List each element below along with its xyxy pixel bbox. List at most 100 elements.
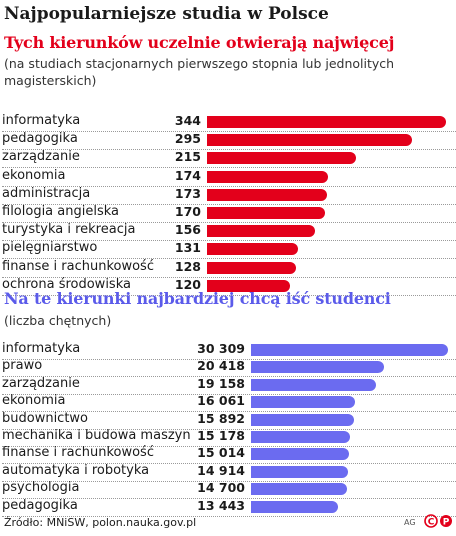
category-label: psychologia (2, 480, 80, 496)
value-label: 170 (174, 204, 201, 219)
value-label: 344 (174, 113, 201, 128)
value-label: 15 014 (197, 445, 245, 461)
chart2-row: zarządzanie 19 158 (0, 375, 456, 395)
bar (207, 116, 446, 128)
bar (251, 378, 376, 391)
row-separator (2, 294, 456, 296)
value-label: 174 (174, 167, 201, 183)
value-label: 13 443 (197, 497, 245, 513)
chart1-row: filologia angielska 170 (0, 203, 456, 223)
svg-text:P: P (443, 518, 450, 528)
category-label: informatyka (2, 341, 81, 356)
category-label: mechanika i budowa maszyn (2, 428, 191, 443)
row-separator (2, 446, 456, 447)
value-label: 14 700 (197, 480, 245, 496)
category-label: pedagogika (2, 497, 78, 513)
chart1-title: Tych kierunków uczelnie otwierają najwię… (4, 33, 395, 52)
category-label: prawo (2, 358, 43, 374)
bar (251, 465, 348, 478)
row-separator (2, 428, 456, 430)
value-label: 156 (174, 222, 201, 238)
bar (207, 188, 327, 201)
bar (251, 344, 448, 356)
value-label: 295 (174, 131, 201, 147)
value-label: 120 (174, 276, 201, 292)
bar (207, 152, 356, 165)
category-label: pedagogika (2, 131, 78, 147)
chart2-row: informatyka 30 309 (0, 340, 456, 360)
chart1-row: pielęgniarstwo 131 (0, 239, 456, 260)
chart1-row: zarządzanie 215 (0, 148, 456, 169)
page-title: Najpopularniejsze studia w Polsce (4, 4, 329, 24)
category-label: ekonomia (2, 167, 66, 183)
chart1-row: pedagogika 295 (0, 130, 456, 151)
bar (207, 279, 290, 292)
category-label: budownictwo (2, 410, 89, 426)
value-label: 30 309 (197, 341, 245, 356)
chart1-subtitle: (na studiach stacjonarnych pierwszego st… (4, 56, 395, 88)
value-label: 15 892 (197, 410, 245, 426)
bar (251, 396, 355, 409)
value-label: 16 061 (197, 393, 245, 409)
category-label: pielęgniarstwo (2, 240, 98, 256)
category-label: finanse i rachunkowość (2, 258, 154, 274)
chart1-row: administracja 173 (0, 185, 456, 205)
author-credit: AG (404, 518, 416, 527)
value-label: 128 (174, 258, 201, 274)
chart2-row: budownictwo 15 892 (0, 410, 456, 430)
row-separator (2, 359, 456, 360)
bar (207, 170, 328, 183)
chart1-row: turystyka i rekreacja 156 (0, 221, 456, 242)
row-separator (2, 463, 456, 465)
value-label: 215 (174, 149, 201, 165)
category-label: automatyka i robotyka (2, 462, 150, 478)
chart1-row: informatyka 344 (0, 112, 456, 132)
category-label: filologia angielska (2, 204, 119, 219)
row-separator (2, 149, 456, 151)
chart2-title: Na te kierunki najbardziej chcą iść stud… (4, 289, 391, 308)
category-label: administracja (2, 185, 91, 201)
row-separator (2, 480, 456, 482)
bar (251, 413, 354, 426)
row-separator (2, 203, 456, 205)
value-label: 19 158 (197, 375, 245, 391)
category-label: turystyka i rekreacja (2, 222, 136, 238)
chart2-row: pedagogika 13 443 (0, 497, 456, 517)
source-footer: Źródło: MNiSW, polon.nauka.gov.pl (4, 516, 197, 529)
row-separator (2, 258, 456, 260)
row-separator (2, 393, 456, 395)
chart1-row: ochrona środowiska 120 (0, 276, 456, 296)
value-label: 173 (174, 185, 201, 201)
row-separator (2, 131, 456, 132)
row-separator (2, 222, 456, 223)
chart2-row: prawo 20 418 (0, 357, 456, 378)
category-label: informatyka (2, 113, 81, 128)
row-separator (2, 498, 456, 500)
bar (207, 261, 296, 274)
row-separator (2, 376, 456, 378)
category-label: finanse i rachunkowość (2, 445, 154, 461)
chart1-row: ekonomia 174 (0, 167, 456, 187)
publisher-logo-icon: C P (424, 514, 452, 528)
row-separator (2, 240, 456, 242)
value-label: 15 178 (197, 428, 245, 443)
bar (251, 431, 350, 443)
chart2-subtitle: (liczba chętnych) (4, 313, 112, 328)
chart2-row: finanse i rachunkowość 15 014 (0, 444, 456, 465)
bar (207, 225, 315, 238)
chart1-row: finanse i rachunkowość 128 (0, 258, 456, 278)
bar (251, 361, 384, 374)
bar (251, 448, 349, 461)
value-label: 20 418 (197, 358, 245, 374)
chart2-row: ekonomia 16 061 (0, 392, 456, 413)
bar (207, 207, 325, 219)
row-separator (2, 515, 456, 517)
category-label: ochrona środowiska (2, 276, 131, 292)
chart2-row: psychologia 14 700 (0, 479, 456, 500)
category-label: zarządzanie (2, 149, 80, 165)
row-separator (2, 411, 456, 413)
chart2-row: mechanika i budowa maszyn 15 178 (0, 427, 456, 447)
bar (207, 134, 412, 147)
row-separator (2, 276, 456, 278)
svg-text:C: C (428, 518, 435, 528)
